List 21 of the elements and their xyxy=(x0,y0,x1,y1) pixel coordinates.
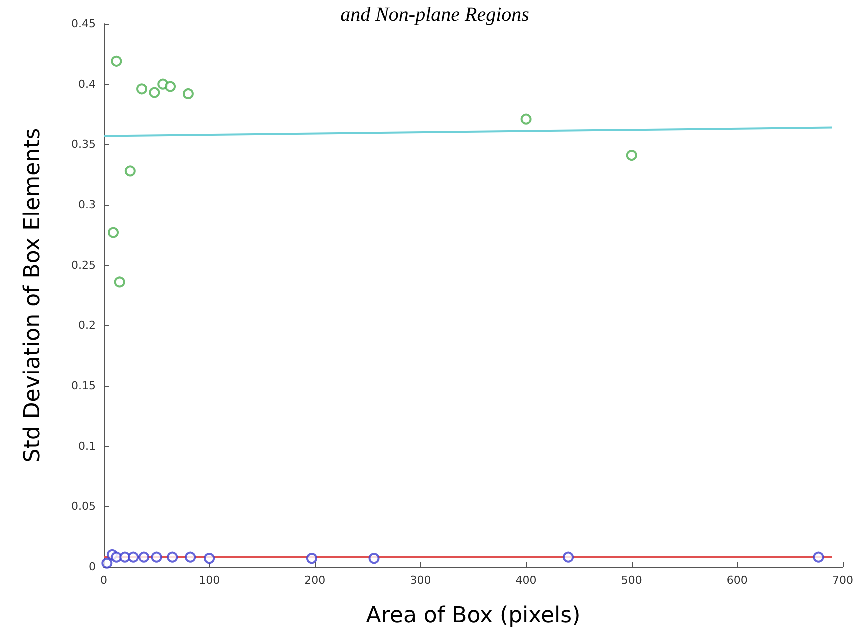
y-tick-label: 0.3 xyxy=(78,198,96,212)
x-tick-label: 200 xyxy=(304,574,326,587)
y-tick-label: 0.05 xyxy=(72,500,96,514)
y-tick-label: 0.35 xyxy=(72,138,96,152)
x-tick-label: 600 xyxy=(726,574,748,587)
y-tick-label: 0.25 xyxy=(72,258,96,272)
x-axis-title: Area of Box (pixels) xyxy=(366,604,581,628)
y-tick-label: 0.4 xyxy=(78,78,96,91)
y-tick-label: 0.45 xyxy=(72,18,96,30)
y-tick-label: 0.1 xyxy=(78,440,96,453)
chart-title: and Non-plane Regions xyxy=(340,4,530,26)
x-tick-label: 100 xyxy=(199,574,220,587)
y-axis-title: Std Deviation of Box Elements xyxy=(20,128,46,463)
x-tick-label: 700 xyxy=(832,574,854,587)
x-tick-label: 300 xyxy=(410,574,432,587)
x-tick-label: 500 xyxy=(621,574,642,587)
y-tick-label: 0.15 xyxy=(72,380,96,392)
y-tick-label: 0.2 xyxy=(78,319,96,332)
y-tick-label: 0 xyxy=(89,560,96,574)
x-tick-label: 400 xyxy=(516,574,537,587)
x-tick-label: 0 xyxy=(100,574,108,587)
